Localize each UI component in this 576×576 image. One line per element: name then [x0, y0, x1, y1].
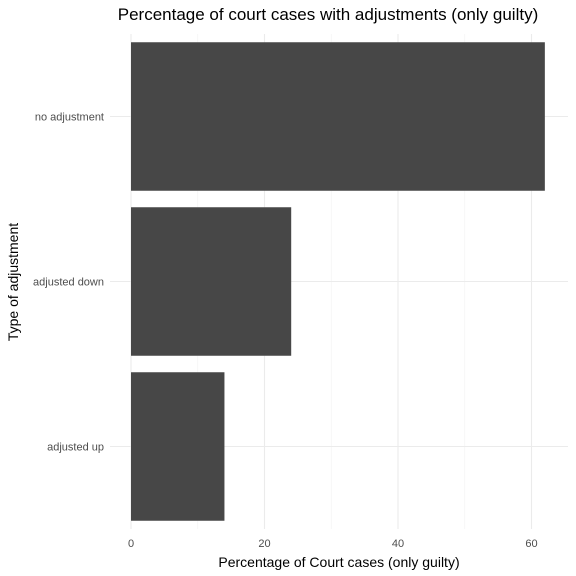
- x-tick-label: 20: [258, 538, 270, 550]
- x-tick-labels: 0 20 40 60: [128, 538, 538, 550]
- bar: [131, 42, 545, 191]
- x-tick-label: 40: [392, 538, 404, 550]
- x-axis-title: Percentage of Court cases (only guilty): [218, 554, 459, 570]
- chart-title: Percentage of court cases with adjustmen…: [118, 5, 538, 24]
- bar: [131, 207, 292, 356]
- bar: [131, 372, 225, 521]
- y-tick-labels: no adjustment adjusted down adjusted up: [33, 112, 104, 454]
- x-tick-label: 0: [128, 538, 134, 550]
- y-tick-label: adjusted up: [47, 442, 104, 454]
- y-tick-label: adjusted down: [33, 277, 104, 289]
- y-axis-title: Type of adjustment: [5, 223, 21, 341]
- bars: [131, 42, 545, 521]
- y-tick-label: no adjustment: [35, 112, 104, 124]
- x-tick-label: 60: [525, 538, 537, 550]
